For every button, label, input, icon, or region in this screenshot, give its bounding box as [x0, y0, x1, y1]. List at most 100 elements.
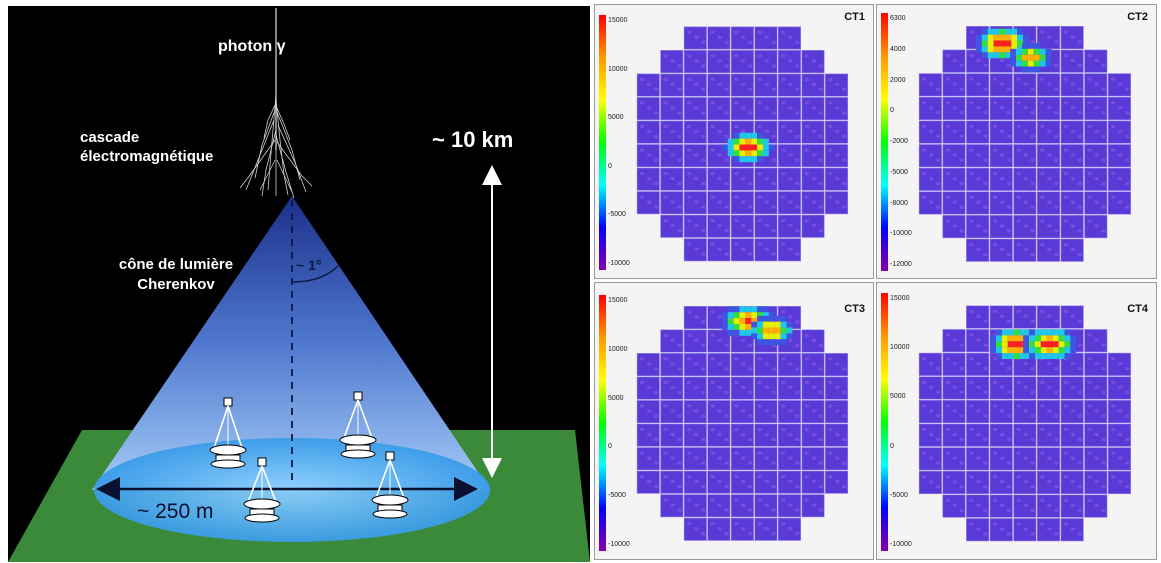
signal-pixel [721, 144, 728, 151]
camera-pixel [818, 485, 823, 489]
signal-pixel [1052, 335, 1059, 342]
camera-pixel [1063, 30, 1068, 34]
signal-pixel [999, 34, 1006, 41]
camera-pixel [959, 182, 964, 186]
camera-pixel [1125, 461, 1130, 465]
camera-pixel [741, 385, 746, 389]
camera-pixel [795, 229, 800, 233]
camera-pixel [663, 333, 668, 337]
signal-pixel [1023, 347, 1030, 354]
signal-pixel [763, 138, 769, 145]
camera-pixel [687, 242, 692, 246]
camera-pixel [1070, 82, 1075, 86]
camera-pixel [976, 456, 981, 460]
camera-pixel [835, 153, 840, 157]
camera-pixel [983, 205, 988, 209]
signal-pixel [751, 138, 758, 145]
camera-pixel [1030, 87, 1035, 91]
camera-pixel [701, 461, 706, 465]
signal-pixel [995, 329, 1002, 336]
camera-pixel [1077, 111, 1082, 115]
camera-pixel [929, 385, 934, 389]
signal-pixel [1058, 341, 1065, 348]
signal-pixel [751, 132, 758, 139]
signal-pixel [1052, 347, 1059, 354]
camera-pixel [1007, 532, 1012, 536]
camera-pixel [654, 367, 659, 371]
camera-pixel [724, 367, 729, 371]
signal-pixel [975, 40, 982, 47]
camera-pixel [1023, 106, 1028, 110]
camera-pixel [670, 409, 675, 413]
camera-pixel [795, 205, 800, 209]
signal-pixel [733, 138, 740, 145]
camera-pixel [1047, 82, 1052, 86]
signal-pixel [733, 329, 740, 336]
camera-pixel [717, 385, 722, 389]
camera-pixel [1023, 362, 1028, 366]
camera-pixel [1007, 111, 1012, 115]
signal-pixel [1007, 341, 1014, 348]
camera-pixel [771, 461, 776, 465]
camera-pixel [663, 498, 668, 502]
air-shower-schematic: photon γ cascade électromagnétique cône … [8, 6, 590, 562]
signal-pixel [733, 144, 740, 151]
camera-pixel [952, 177, 957, 181]
camera-pixel [670, 338, 675, 342]
signal-pixel [1013, 335, 1020, 342]
camera-pixel [710, 380, 715, 384]
camera-pixel [1007, 229, 1012, 233]
camera-pixel [710, 522, 715, 526]
signal-pixel [751, 306, 758, 313]
signal-pixel [1005, 34, 1012, 41]
camera-pixel [1016, 380, 1021, 384]
signal-pixel [768, 315, 775, 322]
signal-pixel [727, 144, 734, 151]
camera-pixel [1054, 253, 1059, 257]
camera-pixel [842, 414, 847, 418]
camera-pixel [717, 433, 722, 436]
camera-pixel [701, 158, 706, 162]
signal-pixel [1064, 335, 1071, 342]
camera-pixel [764, 106, 769, 110]
camera-pixel [922, 148, 927, 152]
signal-pixel [1029, 335, 1035, 342]
camera-pixel [993, 101, 998, 105]
camera-pixel [640, 124, 645, 128]
camera-pixel [701, 438, 706, 441]
camera-pixel [1047, 129, 1052, 133]
camera-pixel [701, 532, 706, 536]
signal-pixel [751, 156, 758, 163]
signal-pixel [733, 132, 740, 139]
camera-pixel [771, 485, 776, 489]
camera-pixel [647, 362, 652, 366]
camera-pixel [976, 200, 981, 204]
camera-pixel [835, 82, 840, 86]
signal-pixel [1039, 60, 1046, 67]
signal-pixel [733, 324, 740, 330]
camera-pixel [936, 111, 941, 115]
camera-pixel [1023, 200, 1028, 204]
signal-pixel [751, 318, 758, 324]
camera-pixel [983, 158, 988, 162]
camera-pixel [835, 409, 840, 413]
camera-pixel [1040, 380, 1045, 384]
camera-pixel [788, 247, 793, 251]
camera-panel-ct1: 15000 10000 5000 0 -5000 -10000 CT1 [594, 4, 874, 279]
camera-pixel [781, 242, 786, 246]
camera-pixel [969, 30, 974, 34]
signal-pixel [990, 341, 996, 348]
camera-pixel [1016, 219, 1021, 223]
camera-pixel [811, 480, 816, 484]
camera-pixel [640, 475, 645, 479]
width-label: ~ 250 m [137, 500, 214, 523]
camera-pixel [757, 77, 762, 81]
camera-pixel [687, 498, 692, 502]
camera-pixel [670, 480, 675, 484]
camera-pixel [1094, 480, 1099, 484]
signal-pixel [763, 321, 769, 328]
camera-pixel [1023, 503, 1028, 507]
colorbar-tick: -10000 [608, 541, 630, 548]
camera-pixel [1063, 522, 1068, 526]
colorbar-tick: 10000 [608, 345, 628, 353]
